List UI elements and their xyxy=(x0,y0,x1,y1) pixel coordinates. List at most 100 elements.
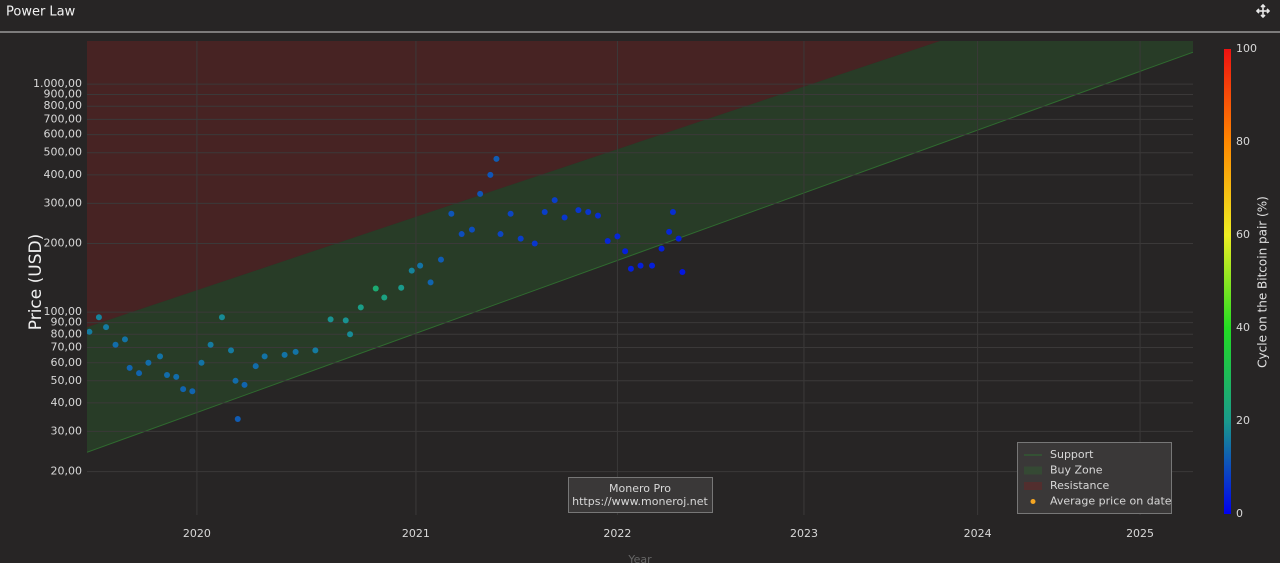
price-point xyxy=(561,214,568,221)
annotation-text: Monero Pro xyxy=(609,482,671,495)
price-point xyxy=(218,314,225,321)
y-tick-label: 500,00 xyxy=(44,146,83,159)
price-point xyxy=(207,341,214,348)
legend-label: Support xyxy=(1050,448,1094,461)
price-point xyxy=(121,336,128,343)
y-tick-label: 90,00 xyxy=(51,316,83,329)
grid xyxy=(87,41,1193,515)
price-point xyxy=(241,381,248,388)
y-tick-label: 60,00 xyxy=(51,356,83,369)
annotation-box xyxy=(568,477,713,513)
price-point xyxy=(604,238,611,245)
colorbar-tick-label: 80 xyxy=(1236,135,1250,148)
price-point xyxy=(157,353,164,360)
legend-label: Buy Zone xyxy=(1050,464,1103,477)
points xyxy=(87,155,686,423)
price-point xyxy=(408,267,415,274)
price-point xyxy=(507,210,514,217)
colorbar xyxy=(1224,49,1231,514)
price-point xyxy=(477,190,484,197)
price-point xyxy=(327,316,334,323)
x-tick-label: 2024 xyxy=(964,527,992,540)
price-point xyxy=(398,284,405,291)
y-tick-label: 700,00 xyxy=(44,112,83,125)
y-tick-label: 400,00 xyxy=(44,168,83,181)
price-point xyxy=(417,262,424,269)
price-point xyxy=(357,304,364,311)
price-point xyxy=(381,294,388,301)
price-point xyxy=(594,212,601,219)
price-point xyxy=(198,359,205,366)
colorbar-tick-label: 60 xyxy=(1236,228,1250,241)
y-tick-label: 40,00 xyxy=(51,396,83,409)
price-point xyxy=(347,331,354,338)
y-tick-label: 800,00 xyxy=(44,99,83,112)
legend-entries: Support Buy Zone Resistance Average price o… xyxy=(1024,448,1172,508)
y-axis-title: Price (USD) xyxy=(26,234,46,330)
price-point xyxy=(112,341,119,348)
price-point xyxy=(493,155,500,162)
price-point xyxy=(163,372,170,379)
price-point xyxy=(189,388,196,395)
price-point xyxy=(458,231,465,238)
price-point xyxy=(669,208,676,215)
price-point xyxy=(103,324,110,331)
price-point xyxy=(675,235,682,242)
price-point xyxy=(541,208,548,215)
price-point xyxy=(252,363,259,370)
support-line xyxy=(87,51,1193,453)
legend-swatch xyxy=(1024,482,1042,490)
price-point xyxy=(342,317,349,324)
buy-zone-area xyxy=(87,41,1193,453)
x-tick-label: 2023 xyxy=(790,527,818,540)
y-tick-label: 900,00 xyxy=(44,88,83,101)
price-point xyxy=(679,268,686,275)
price-point xyxy=(468,226,475,233)
legend-swatch xyxy=(1030,499,1036,504)
legend-label: Average price on date xyxy=(1050,495,1172,508)
price-point xyxy=(437,256,444,263)
price-point xyxy=(487,171,494,178)
price-point xyxy=(666,228,673,235)
y-tick-label: 30,00 xyxy=(51,424,83,437)
legend-label: Resistance xyxy=(1050,479,1110,492)
price-point xyxy=(261,353,268,360)
y-tick-label: 100,00 xyxy=(44,305,83,318)
colorbar-tick-label: 100 xyxy=(1236,42,1257,55)
y-tick-label: 80,00 xyxy=(51,327,83,340)
legend-swatch xyxy=(1024,466,1042,475)
price-point xyxy=(234,416,241,423)
price-point xyxy=(627,265,634,272)
price-point xyxy=(292,348,299,355)
price-point xyxy=(281,351,288,358)
price-point xyxy=(173,373,180,380)
x-axis-title: Year xyxy=(627,553,652,563)
price-point xyxy=(585,208,592,215)
y-tick-label: 20,00 xyxy=(51,465,83,478)
price-point xyxy=(575,207,582,214)
bands xyxy=(87,41,1193,453)
price-point xyxy=(87,328,93,335)
price-point xyxy=(312,347,319,354)
move-icon[interactable] xyxy=(1255,3,1271,19)
price-point xyxy=(658,245,665,252)
price-point xyxy=(497,231,504,238)
price-point xyxy=(372,285,379,292)
y-tick-label: 1.000,00 xyxy=(33,77,82,90)
colorbar-tick-label: 20 xyxy=(1236,414,1250,427)
price-point xyxy=(614,233,621,240)
annotation-text: https://www.moneroj.net xyxy=(572,495,708,508)
price-point xyxy=(427,279,434,286)
x-tick-label: 2021 xyxy=(402,527,430,540)
price-point xyxy=(95,314,102,321)
price-point xyxy=(551,197,558,204)
price-point xyxy=(517,235,524,242)
price-point xyxy=(649,262,656,269)
resistance-area xyxy=(87,41,940,328)
y-tick-label: 70,00 xyxy=(51,340,83,353)
price-point xyxy=(180,386,187,393)
colorbar-tick-label: 0 xyxy=(1236,507,1243,520)
price-point xyxy=(531,240,538,247)
price-point xyxy=(622,248,629,255)
